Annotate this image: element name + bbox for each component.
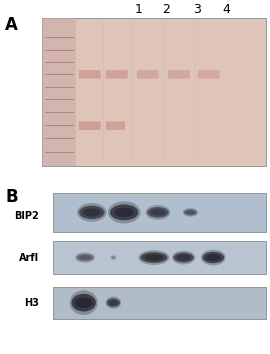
Ellipse shape [177,255,191,261]
FancyBboxPatch shape [79,121,101,130]
Text: 2: 2 [162,4,170,16]
Ellipse shape [72,294,96,312]
Ellipse shape [150,209,166,216]
Text: 1: 1 [135,4,143,16]
Ellipse shape [70,290,98,315]
Ellipse shape [107,298,120,307]
Text: A: A [5,16,18,34]
Ellipse shape [79,255,91,260]
FancyBboxPatch shape [53,287,266,319]
Ellipse shape [144,254,163,261]
FancyBboxPatch shape [106,121,125,130]
FancyBboxPatch shape [79,70,101,79]
Ellipse shape [146,205,170,220]
FancyBboxPatch shape [53,241,266,274]
Ellipse shape [111,256,116,259]
Ellipse shape [110,255,117,260]
Ellipse shape [77,203,107,222]
Ellipse shape [75,252,95,263]
Ellipse shape [140,252,167,263]
FancyBboxPatch shape [42,18,266,166]
Ellipse shape [76,253,94,261]
FancyBboxPatch shape [137,70,159,79]
Ellipse shape [202,252,224,263]
FancyBboxPatch shape [42,18,76,166]
Text: BIP2: BIP2 [14,211,39,221]
Ellipse shape [183,208,198,217]
FancyBboxPatch shape [198,70,220,79]
Ellipse shape [184,209,197,216]
Ellipse shape [112,256,115,258]
Ellipse shape [138,250,170,265]
Ellipse shape [106,297,121,309]
Text: H3: H3 [24,298,39,308]
Ellipse shape [75,297,92,308]
Text: 4: 4 [223,4,231,16]
Ellipse shape [108,201,140,224]
Ellipse shape [114,207,134,217]
Text: Arfl: Arfl [19,253,39,263]
Text: B: B [5,188,18,206]
Ellipse shape [109,300,118,305]
FancyBboxPatch shape [106,70,128,79]
Text: 3: 3 [193,4,201,16]
Ellipse shape [186,211,195,214]
Ellipse shape [174,253,194,263]
Ellipse shape [110,205,139,220]
Ellipse shape [147,207,169,218]
Ellipse shape [83,209,101,216]
FancyBboxPatch shape [168,70,190,79]
FancyBboxPatch shape [53,193,266,232]
Ellipse shape [79,206,105,219]
Ellipse shape [201,250,226,266]
Ellipse shape [172,251,195,264]
Ellipse shape [206,254,221,261]
